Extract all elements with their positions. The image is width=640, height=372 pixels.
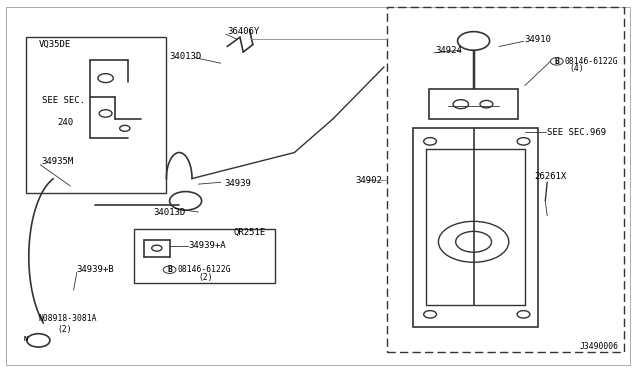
Text: 34013D: 34013D bbox=[170, 52, 202, 61]
Text: 34939+A: 34939+A bbox=[189, 241, 227, 250]
Polygon shape bbox=[429, 89, 518, 119]
Text: 08146-6122G: 08146-6122G bbox=[564, 57, 618, 66]
Text: J3490006: J3490006 bbox=[579, 342, 618, 351]
Text: QR251E: QR251E bbox=[234, 228, 266, 237]
Text: 34939: 34939 bbox=[224, 179, 251, 187]
Text: 26261X: 26261X bbox=[534, 172, 566, 181]
Text: 34902: 34902 bbox=[355, 176, 382, 185]
Text: 240: 240 bbox=[58, 118, 74, 127]
Text: N08918-3081A: N08918-3081A bbox=[38, 314, 97, 323]
Text: SEE SEC.969: SEE SEC.969 bbox=[547, 128, 606, 137]
Text: 08146-6122G: 08146-6122G bbox=[178, 265, 232, 274]
Text: B: B bbox=[167, 265, 172, 274]
Text: B: B bbox=[554, 57, 559, 66]
Bar bbox=[26, 37, 166, 193]
Text: (4): (4) bbox=[570, 64, 584, 73]
Text: 34939+B: 34939+B bbox=[77, 265, 115, 274]
Text: SEE SEC.: SEE SEC. bbox=[42, 96, 84, 105]
Text: (2): (2) bbox=[198, 273, 213, 282]
Text: 34013D: 34013D bbox=[154, 208, 186, 217]
Text: N: N bbox=[24, 336, 28, 341]
Text: (2): (2) bbox=[58, 325, 72, 334]
Text: 34910: 34910 bbox=[525, 35, 552, 44]
Bar bbox=[387, 7, 624, 352]
Polygon shape bbox=[413, 128, 538, 327]
Text: 34924: 34924 bbox=[435, 46, 462, 55]
Text: VQ35DE: VQ35DE bbox=[38, 40, 70, 49]
Text: 34935M: 34935M bbox=[42, 157, 74, 166]
Bar bbox=[134, 229, 275, 283]
Text: 36406Y: 36406Y bbox=[227, 27, 259, 36]
